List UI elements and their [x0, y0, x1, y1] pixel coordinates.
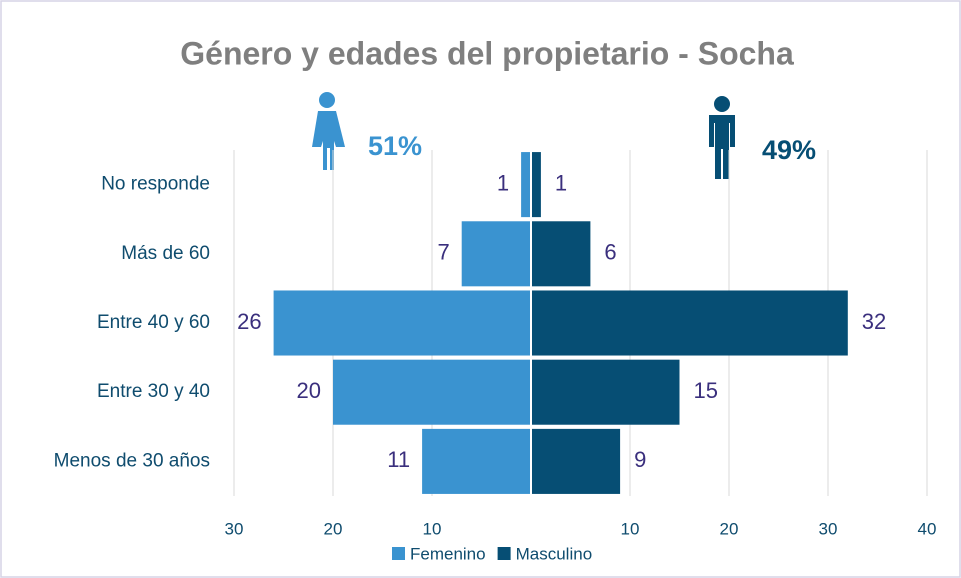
legend-label: Masculino [516, 544, 593, 563]
x-tick-label: 40 [918, 519, 937, 538]
category-label: Entre 40 y 60 [97, 312, 210, 333]
bar [531, 359, 680, 425]
bar [521, 152, 531, 218]
value-label: 15 [694, 378, 718, 403]
bar [531, 221, 591, 287]
bar [422, 428, 531, 494]
category-label: Menos de 30 años [54, 450, 210, 471]
value-label: 1 [497, 170, 509, 195]
bar [333, 359, 531, 425]
value-label: 11 [387, 447, 410, 472]
x-tick-label: 30 [819, 519, 838, 538]
value-label: 7 [437, 240, 449, 265]
x-tick-label: 30 [225, 519, 244, 538]
value-label: 9 [634, 447, 646, 472]
x-tick-label: 20 [720, 519, 739, 538]
bar [273, 290, 531, 356]
bar [531, 428, 621, 494]
bar [461, 221, 531, 287]
x-tick-label: 10 [423, 519, 442, 538]
legend-label: Femenino [410, 544, 486, 563]
female-icon [312, 92, 345, 170]
value-label: 26 [237, 309, 261, 334]
value-label: 6 [604, 240, 616, 265]
legend-swatch [497, 547, 511, 560]
bar [531, 152, 541, 218]
category-label: Entre 30 y 40 [97, 381, 210, 402]
chart-title: Género y edades del propietario - Socha [180, 35, 794, 71]
value-label: 1 [555, 170, 567, 195]
share-label: 49% [762, 135, 816, 165]
category-label: Más de 60 [121, 243, 210, 264]
x-tick-label: 10 [621, 519, 640, 538]
value-label: 20 [297, 378, 321, 403]
value-label: 32 [862, 309, 886, 334]
category-label: No responde [101, 174, 210, 195]
share-label: 51% [368, 131, 422, 161]
bar [531, 290, 848, 356]
legend-swatch [392, 547, 405, 560]
x-tick-label: 20 [324, 519, 343, 538]
